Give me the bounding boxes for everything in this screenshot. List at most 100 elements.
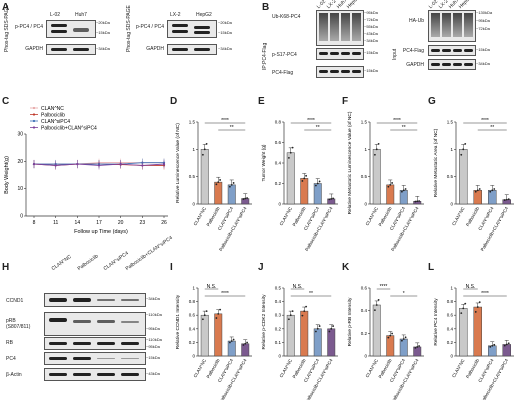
data-point <box>230 340 233 342</box>
data-point <box>414 200 417 203</box>
lane-label: Huh7 <box>75 12 87 18</box>
data-point <box>507 198 510 201</box>
row-label: p-PC4 / PC4 <box>136 24 165 30</box>
data-point <box>119 162 122 166</box>
data-point <box>503 344 506 347</box>
ip-label: IP:PC4-Flag <box>262 42 268 70</box>
blot-image <box>316 48 364 60</box>
legend-label: Palbociclib+CLAN^siPC4 <box>41 125 97 131</box>
significance-label: **** <box>481 291 489 297</box>
data-point <box>244 197 247 200</box>
panel-letter-f: F <box>342 96 349 107</box>
y-tick-label: 0.4 <box>361 308 368 313</box>
mw-marker: ~72kDa <box>476 26 490 31</box>
data-point <box>316 327 319 330</box>
data-point <box>402 189 405 192</box>
data-point <box>493 188 496 190</box>
bar <box>473 306 482 357</box>
data-point <box>377 299 380 301</box>
mw-marker: ~34kDa <box>218 46 232 51</box>
panel-g-bar-chart: 0 0.5 1 1.5 Relative Metastatic Area (of NC)… <box>433 118 514 252</box>
data-point <box>316 182 319 185</box>
bar <box>386 184 395 205</box>
blot-image <box>44 368 146 381</box>
data-point <box>474 190 477 193</box>
data-point <box>230 183 233 186</box>
x-tick-label: Palbociclib <box>465 206 480 228</box>
data-point <box>478 301 481 304</box>
y-tick-label: 0 <box>278 202 281 207</box>
data-point <box>314 330 317 333</box>
data-point <box>242 344 245 346</box>
y-tick-label: 1.5 <box>189 120 196 125</box>
data-point <box>54 164 57 167</box>
mw-marker: ~43kDa <box>364 31 378 36</box>
y-axis-label: Relative Metastatic Luminescence Value (… <box>347 111 353 214</box>
y-tick-label: 0 <box>450 354 453 359</box>
legend-label: Palbociclib <box>41 112 65 118</box>
mw-marker: ~15kDa <box>364 50 378 55</box>
data-point <box>162 162 166 166</box>
bar <box>214 181 223 205</box>
x-tick-label: Palbociclib+CLAN^siPC4 <box>390 206 420 252</box>
panel-l-bar-chart: 0 0.2 0.4 0.6 0.8 1 Relative PC4 Intensity CLAN… <box>433 284 514 400</box>
significance-label: ** <box>402 125 406 131</box>
blot-image <box>428 59 476 70</box>
y-tick-label: 0 <box>450 202 453 207</box>
x-tick-label: Palbociclib+CLAN^siPC4 <box>218 206 248 252</box>
data-point <box>289 151 292 154</box>
y-axis-label: Relative Metastatic Area (of NC) <box>433 128 439 197</box>
data-point <box>387 336 390 339</box>
bar <box>313 183 322 205</box>
row-label: pRB (S807/811) <box>6 318 31 330</box>
mw-marker: ~34kDa <box>146 296 160 301</box>
lane-label: LX-2 <box>170 12 181 18</box>
row-label: GAPDH <box>406 62 424 68</box>
row-label: β-Actin <box>6 372 22 378</box>
data-point <box>462 148 465 151</box>
y-tick-label: 0.3 <box>275 313 282 318</box>
data-point <box>32 162 36 166</box>
data-point <box>289 314 292 317</box>
row-label: CCND1 <box>6 298 24 304</box>
data-point <box>232 338 235 341</box>
data-point <box>387 185 390 188</box>
x-tick-label: CLAN^NC <box>451 357 466 378</box>
bar <box>372 149 381 205</box>
data-point <box>318 180 321 183</box>
x-tick-label: CLAN^NC <box>451 205 466 226</box>
data-point <box>305 305 308 308</box>
data-point <box>219 179 222 181</box>
row-label: PC4-Flag <box>402 48 424 54</box>
mw-marker: ~55kDa <box>364 24 378 29</box>
data-point <box>318 325 321 327</box>
significance-label: **** <box>221 118 229 124</box>
data-point <box>217 312 220 315</box>
data-point <box>76 162 79 166</box>
data-point <box>404 336 407 339</box>
x-tick-label: 17 <box>96 220 102 226</box>
y-tick-label: 0.6 <box>361 286 368 291</box>
data-point <box>460 312 463 315</box>
data-point <box>414 346 417 349</box>
data-point <box>389 183 392 186</box>
row-label: p-PC4 / PC4 <box>15 24 44 30</box>
data-point <box>330 197 333 200</box>
data-point <box>205 142 208 145</box>
data-point <box>242 198 245 200</box>
panel-letter-a: A <box>2 2 10 13</box>
data-point <box>217 181 220 184</box>
blot-image <box>167 44 217 55</box>
y-tick-label: 10 <box>17 186 23 192</box>
legend-marker <box>32 126 36 129</box>
bar <box>488 190 497 205</box>
mw-marker: ~130kDa <box>476 10 493 15</box>
data-point <box>244 342 247 345</box>
data-point <box>400 339 403 342</box>
mw-marker: ~34kDa <box>364 38 378 43</box>
x-tick-label: 14 <box>75 220 81 226</box>
y-tick-label: 0 <box>192 202 195 207</box>
blot-image <box>428 45 476 56</box>
panel-letter-b: B <box>262 2 270 13</box>
bar <box>313 328 322 357</box>
